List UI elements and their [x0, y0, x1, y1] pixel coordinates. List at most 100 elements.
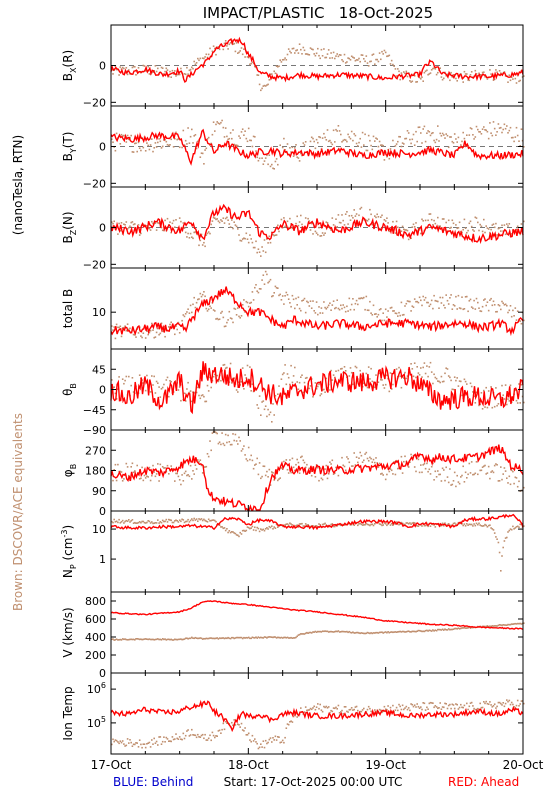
data-point — [377, 466, 380, 468]
y-tick-label: −20 — [83, 177, 106, 190]
data-point — [170, 231, 172, 234]
data-point — [300, 456, 302, 459]
data-point — [383, 319, 386, 322]
data-point — [158, 522, 160, 524]
data-point — [335, 128, 337, 131]
data-point — [250, 527, 252, 529]
x-tick-label: 18-Oct — [228, 758, 269, 772]
data-point — [214, 736, 216, 739]
data-point — [420, 299, 422, 302]
data-point — [183, 315, 186, 318]
data-point — [154, 475, 157, 478]
data-point — [152, 222, 154, 225]
data-point — [280, 61, 283, 63]
data-point — [501, 704, 503, 706]
data-point — [258, 530, 261, 533]
data-point — [327, 140, 330, 143]
data-point — [452, 704, 455, 706]
data-point — [244, 56, 246, 58]
data-point — [135, 74, 137, 76]
data-point — [130, 520, 132, 522]
data-point — [307, 632, 309, 634]
data-point — [211, 50, 214, 53]
data-point — [310, 632, 313, 634]
data-point — [508, 129, 511, 132]
data-point — [483, 625, 485, 628]
data-point — [386, 473, 388, 476]
data-point — [422, 80, 424, 82]
data-point — [324, 306, 326, 309]
data-point — [363, 296, 365, 299]
data-point — [193, 231, 195, 234]
data-point — [111, 520, 113, 523]
data-point — [192, 470, 194, 472]
data-point — [404, 631, 406, 633]
data-point — [438, 140, 440, 142]
data-point — [224, 217, 227, 220]
data-point — [383, 219, 386, 221]
data-point — [497, 123, 500, 125]
data-point — [422, 295, 424, 298]
data-point — [353, 524, 355, 526]
data-point — [450, 71, 452, 74]
data-point — [340, 133, 342, 136]
data-point — [489, 625, 491, 627]
data-point — [449, 79, 451, 82]
data-point — [146, 743, 148, 745]
data-point — [490, 704, 492, 706]
data-point — [233, 637, 235, 640]
data-point — [395, 368, 398, 370]
data-point — [353, 452, 355, 454]
data-point — [455, 523, 457, 526]
data-point — [119, 143, 122, 145]
data-point — [463, 481, 466, 483]
data-point — [234, 724, 237, 726]
data-point — [237, 307, 239, 309]
data-point — [520, 223, 523, 225]
data-point — [231, 317, 233, 320]
data-point — [206, 310, 209, 312]
data-point — [197, 386, 199, 389]
data-point — [220, 637, 222, 640]
data-point — [303, 297, 306, 300]
data-point — [481, 230, 484, 233]
data-point — [272, 403, 274, 405]
data-point — [354, 59, 357, 62]
data-point — [486, 301, 489, 303]
data-point — [269, 737, 272, 739]
data-point — [461, 706, 463, 709]
data-point — [468, 300, 471, 302]
data-point — [446, 299, 449, 302]
data-point — [456, 703, 458, 706]
data-point — [186, 388, 188, 390]
data-point — [371, 461, 374, 463]
data-point — [302, 299, 305, 301]
data-point — [223, 222, 226, 224]
data-point — [486, 625, 489, 627]
data-point — [254, 637, 256, 639]
dscovr-legend-label: Brown: DSCOVR/ACE equivalents — [11, 413, 25, 611]
data-point — [234, 50, 237, 53]
data-point — [128, 474, 130, 477]
data-point — [400, 455, 403, 458]
data-point — [335, 55, 337, 57]
data-point — [503, 304, 506, 306]
data-point — [290, 636, 292, 639]
data-point — [472, 229, 474, 231]
data-point — [252, 740, 255, 742]
data-point — [199, 736, 202, 738]
data-point — [291, 524, 294, 526]
data-point — [186, 311, 188, 313]
data-point — [416, 703, 418, 705]
data-point — [360, 206, 363, 209]
data-point — [386, 316, 388, 318]
data-point — [171, 69, 174, 72]
data-point — [118, 376, 120, 378]
data-point — [343, 306, 346, 309]
data-point — [192, 519, 194, 522]
data-point — [161, 67, 164, 69]
data-point — [389, 524, 392, 526]
data-point — [354, 464, 357, 466]
data-point — [365, 149, 368, 152]
data-point — [140, 743, 142, 746]
